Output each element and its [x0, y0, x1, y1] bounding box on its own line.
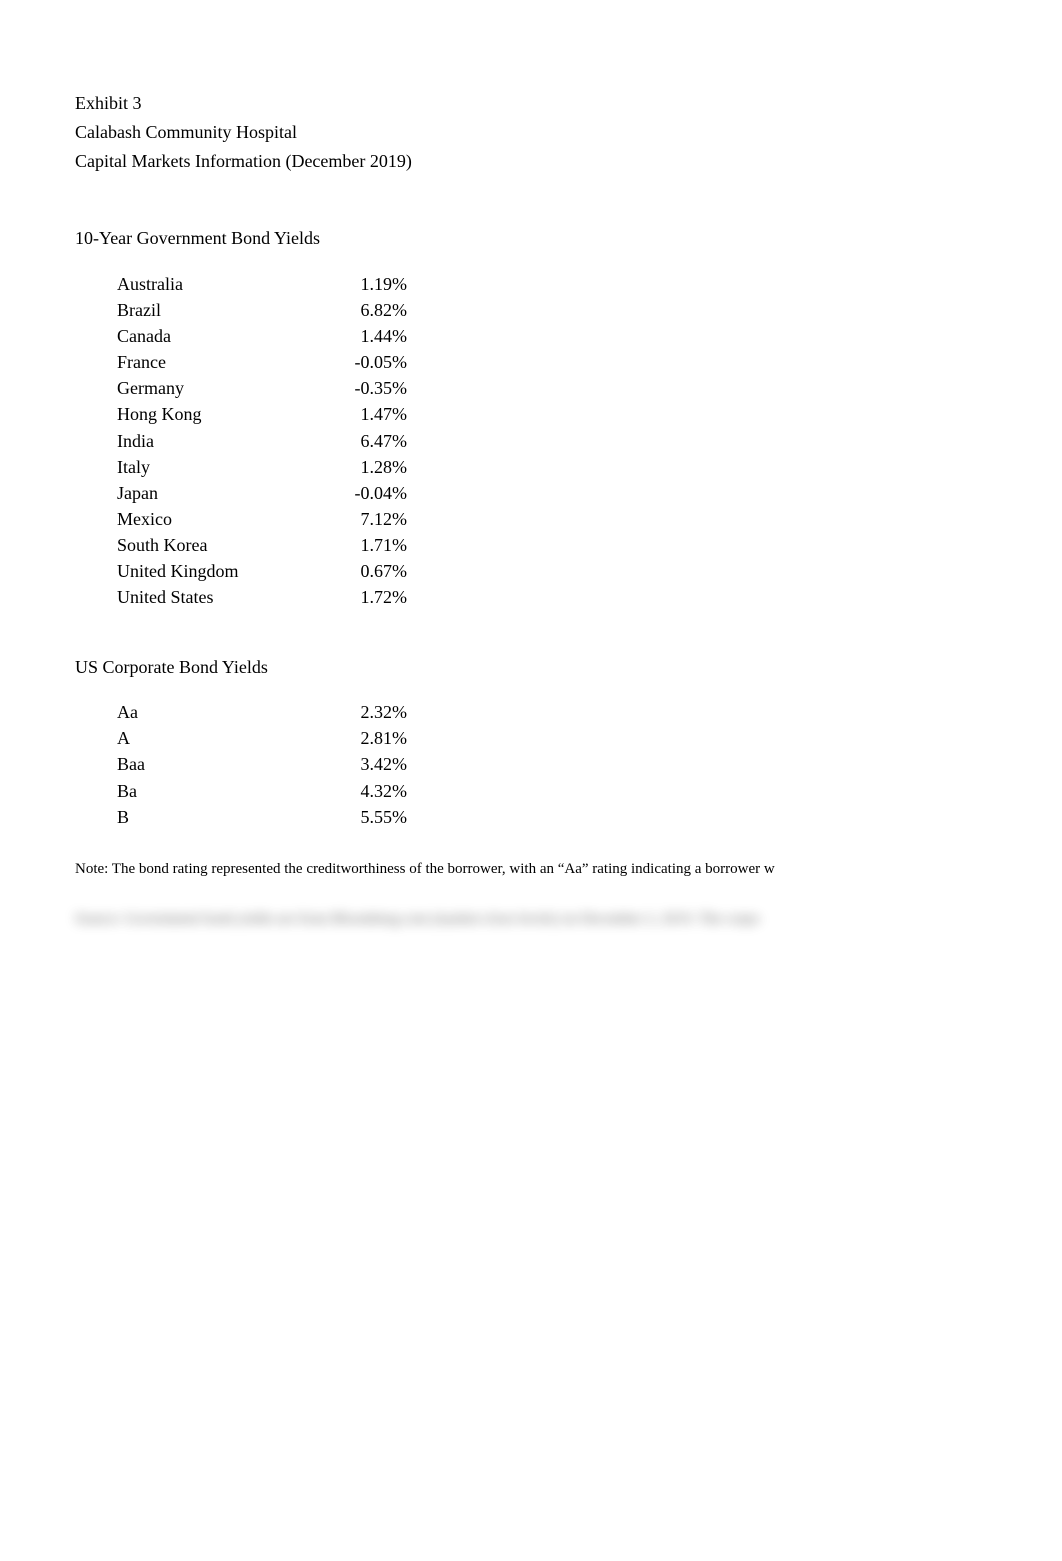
yield-value: 6.82% — [307, 297, 407, 323]
rating-label: B — [117, 804, 307, 830]
country-label: Brazil — [117, 297, 307, 323]
exhibit-subtitle: Capital Markets Information (December 20… — [75, 148, 987, 175]
exhibit-header: Exhibit 3 Calabash Community Hospital Ca… — [75, 90, 987, 175]
yield-value: 2.32% — [307, 699, 407, 725]
table-row: Mexico 7.12% — [117, 506, 987, 532]
yield-value: 6.47% — [307, 428, 407, 454]
country-label: Mexico — [117, 506, 307, 532]
table-row: France -0.05% — [117, 349, 987, 375]
gov-bonds-table: Australia 1.19% Brazil 6.82% Canada 1.44… — [75, 271, 987, 610]
table-row: B 5.55% — [117, 804, 987, 830]
yield-value: 3.42% — [307, 751, 407, 777]
table-row: Ba 4.32% — [117, 778, 987, 804]
country-label: United States — [117, 584, 307, 610]
yield-value: -0.04% — [307, 480, 407, 506]
country-label: Italy — [117, 454, 307, 480]
yield-value: 7.12% — [307, 506, 407, 532]
hospital-name: Calabash Community Hospital — [75, 119, 987, 146]
table-row: India 6.47% — [117, 428, 987, 454]
yield-value: 1.19% — [307, 271, 407, 297]
table-row: Canada 1.44% — [117, 323, 987, 349]
yield-value: -0.35% — [307, 375, 407, 401]
yield-value: 1.47% — [307, 401, 407, 427]
table-row: A 2.81% — [117, 725, 987, 751]
table-row: United States 1.72% — [117, 584, 987, 610]
table-row: South Korea 1.71% — [117, 532, 987, 558]
table-row: Brazil 6.82% — [117, 297, 987, 323]
corp-bonds-title: US Corporate Bond Yields — [75, 654, 987, 681]
table-row: United Kingdom 0.67% — [117, 558, 987, 584]
table-row: Germany -0.35% — [117, 375, 987, 401]
country-label: Canada — [117, 323, 307, 349]
table-row: Australia 1.19% — [117, 271, 987, 297]
yield-value: 1.28% — [307, 454, 407, 480]
gov-bonds-title: 10-Year Government Bond Yields — [75, 225, 987, 252]
yield-value: 1.44% — [307, 323, 407, 349]
country-label: France — [117, 349, 307, 375]
country-label: Germany — [117, 375, 307, 401]
country-label: Hong Kong — [117, 401, 307, 427]
rating-label: Ba — [117, 778, 307, 804]
yield-value: 1.71% — [307, 532, 407, 558]
source-line: Source: Government bond yields are from … — [75, 908, 987, 931]
yield-value: -0.05% — [307, 349, 407, 375]
yield-value: 1.72% — [307, 584, 407, 610]
rating-label: Aa — [117, 699, 307, 725]
country-label: South Korea — [117, 532, 307, 558]
table-row: Japan -0.04% — [117, 480, 987, 506]
country-label: United Kingdom — [117, 558, 307, 584]
country-label: Australia — [117, 271, 307, 297]
table-row: Italy 1.28% — [117, 454, 987, 480]
yield-value: 2.81% — [307, 725, 407, 751]
rating-label: Baa — [117, 751, 307, 777]
yield-value: 4.32% — [307, 778, 407, 804]
exhibit-number: Exhibit 3 — [75, 90, 987, 117]
country-label: Japan — [117, 480, 307, 506]
table-row: Aa 2.32% — [117, 699, 987, 725]
country-label: India — [117, 428, 307, 454]
yield-value: 0.67% — [307, 558, 407, 584]
table-row: Hong Kong 1.47% — [117, 401, 987, 427]
table-row: Baa 3.42% — [117, 751, 987, 777]
rating-label: A — [117, 725, 307, 751]
footnote: Note: The bond rating represented the cr… — [75, 858, 987, 881]
corp-bonds-table: Aa 2.32% A 2.81% Baa 3.42% Ba 4.32% B 5.… — [75, 699, 987, 829]
yield-value: 5.55% — [307, 804, 407, 830]
